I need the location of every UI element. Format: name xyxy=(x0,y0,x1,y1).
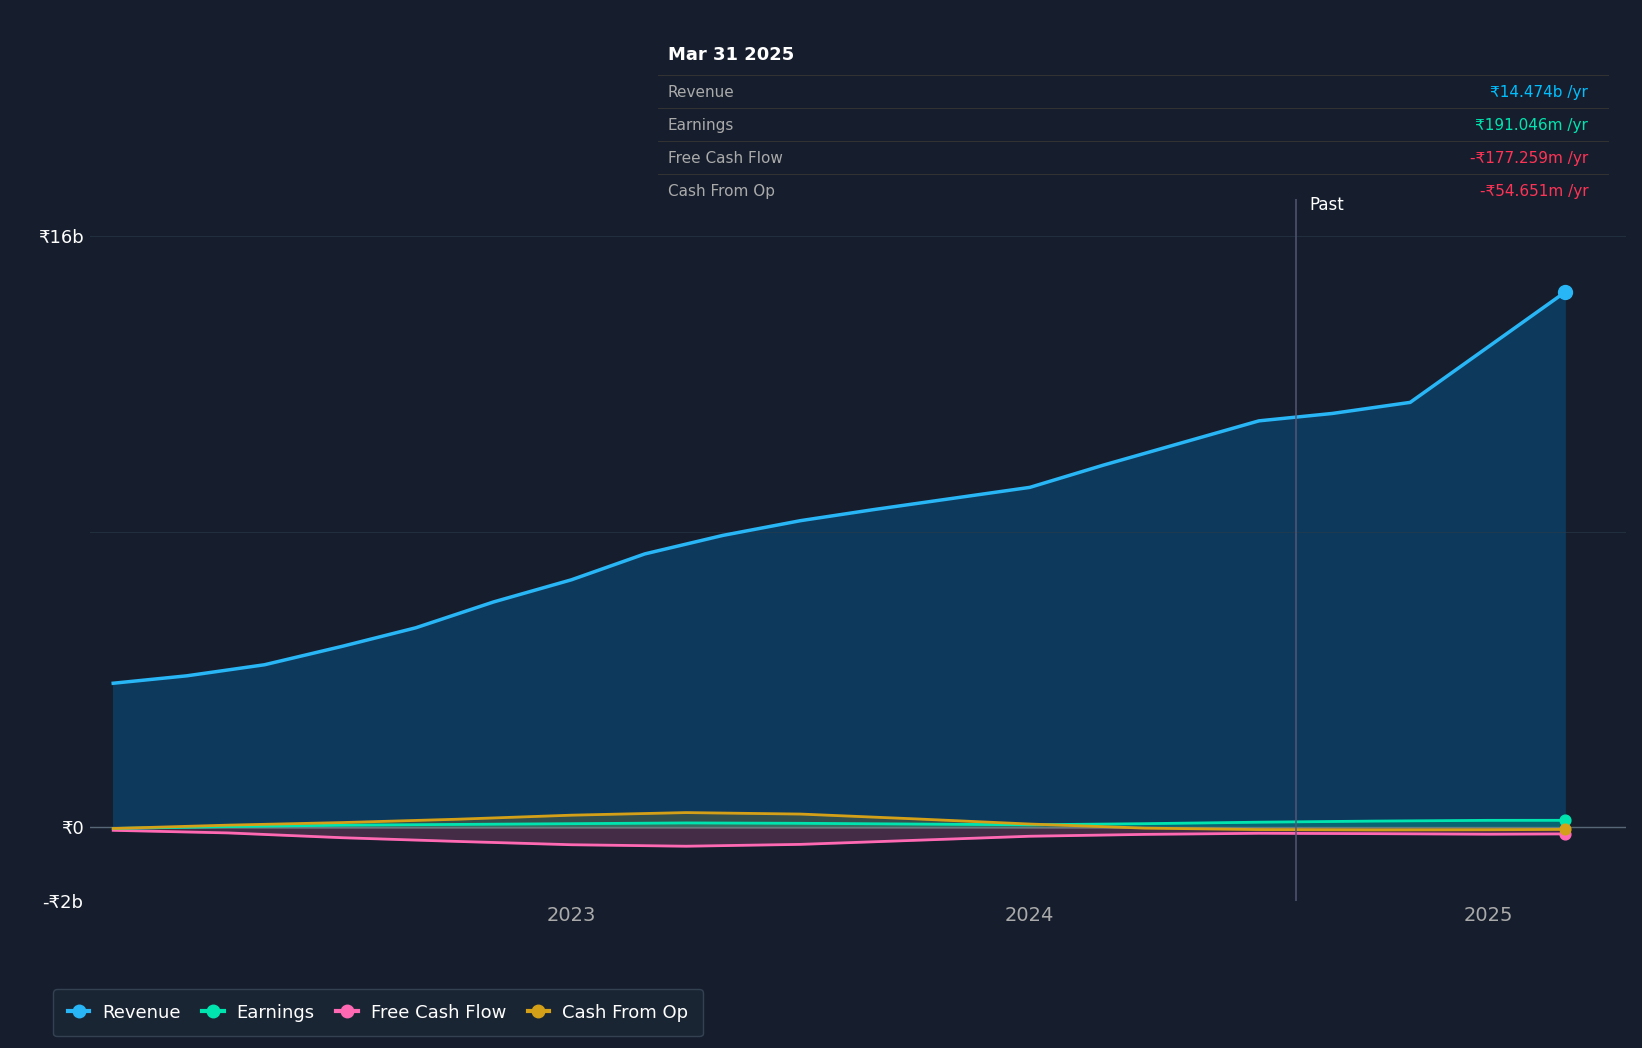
Point xyxy=(1552,826,1578,843)
Legend: Revenue, Earnings, Free Cash Flow, Cash From Op: Revenue, Earnings, Free Cash Flow, Cash … xyxy=(53,989,703,1036)
Text: -₹177.259m /yr: -₹177.259m /yr xyxy=(1470,151,1588,166)
Text: -₹54.651m /yr: -₹54.651m /yr xyxy=(1479,183,1588,199)
Text: ₹191.046m /yr: ₹191.046m /yr xyxy=(1476,117,1588,133)
Text: ₹14.474b /yr: ₹14.474b /yr xyxy=(1491,85,1588,100)
Point xyxy=(1552,812,1578,829)
Text: Earnings: Earnings xyxy=(668,117,734,133)
Text: Revenue: Revenue xyxy=(668,85,734,100)
Point xyxy=(1552,284,1578,301)
Text: Cash From Op: Cash From Op xyxy=(668,183,775,199)
Point xyxy=(1552,821,1578,837)
Text: Mar 31 2025: Mar 31 2025 xyxy=(668,46,795,64)
Text: Free Cash Flow: Free Cash Flow xyxy=(668,151,783,166)
Text: Past: Past xyxy=(1309,196,1345,214)
